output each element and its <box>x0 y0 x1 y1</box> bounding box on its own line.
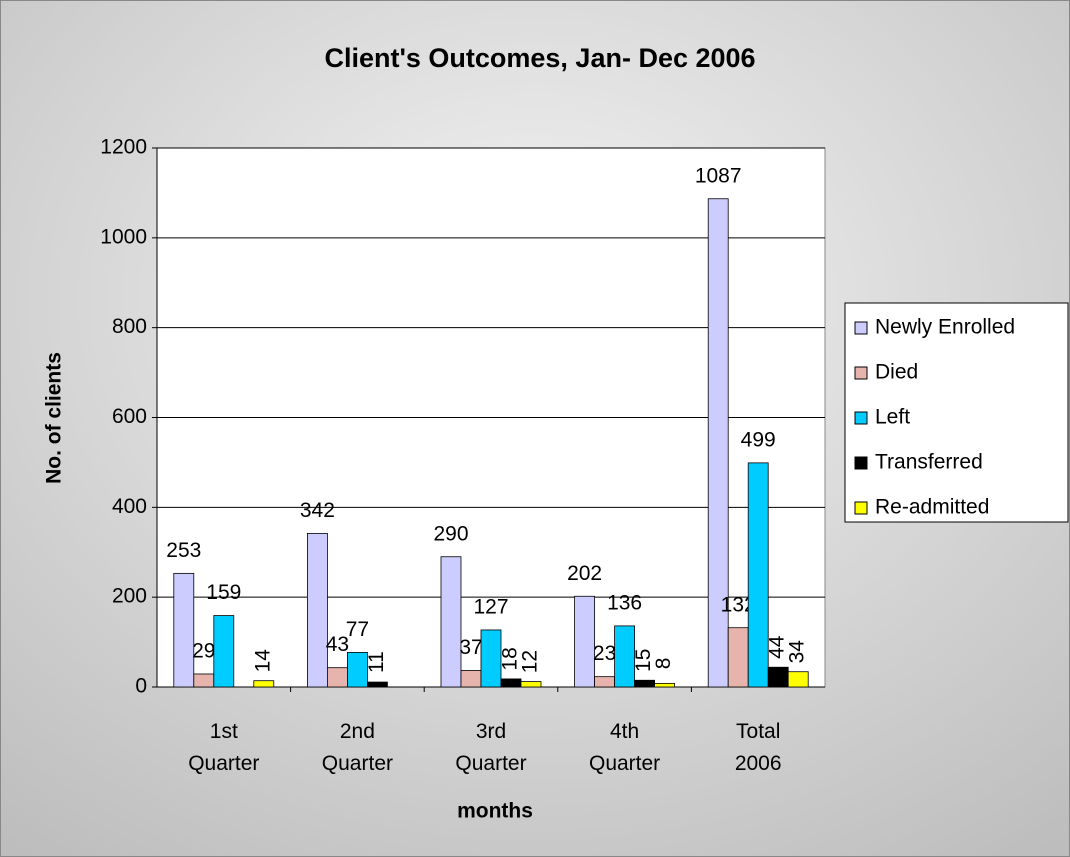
legend-box <box>844 302 1069 523</box>
y-tick-label: 600 <box>112 405 147 428</box>
bar <box>727 627 749 688</box>
y-tick-label: 1200 <box>100 136 147 159</box>
y-tick-label: 0 <box>135 675 147 698</box>
bar <box>440 556 462 688</box>
x-tick-label-line: 4th <box>610 720 639 743</box>
data-label: 342 <box>300 499 335 522</box>
data-label: 12 <box>519 650 542 673</box>
y-axis-label: No. of clients <box>43 352 66 484</box>
data-label: 18 <box>499 647 522 670</box>
x-tick-label-line: Quarter <box>188 752 259 775</box>
bar <box>366 681 388 688</box>
bar <box>787 671 809 688</box>
bar <box>747 462 769 688</box>
data-label: 136 <box>607 591 642 614</box>
data-label: 253 <box>166 539 201 562</box>
bar <box>634 679 655 688</box>
x-tick-label: 4th Quarter <box>589 720 660 775</box>
legend-label: Newly Enrolled <box>875 316 1015 339</box>
legend-swatch <box>854 366 868 380</box>
bar <box>480 629 502 688</box>
bar <box>306 532 328 688</box>
data-label: 290 <box>433 522 468 545</box>
bar <box>614 625 635 688</box>
x-tick-label-line: Quarter <box>589 752 660 775</box>
bar <box>346 652 368 688</box>
legend-swatch <box>854 411 868 425</box>
x-tick-label-line: 3rd <box>476 720 506 743</box>
legend-label: Left <box>875 406 910 429</box>
bar <box>326 667 348 688</box>
x-tick-label: 2nd Quarter <box>322 720 393 775</box>
bar <box>460 669 482 688</box>
legend-label: Transferred <box>875 451 983 474</box>
bar <box>654 683 675 688</box>
bar <box>574 595 595 688</box>
data-label: 23 <box>593 642 616 665</box>
y-tick-label: 400 <box>112 495 147 518</box>
x-tick-label-line: Quarter <box>322 752 393 775</box>
x-tick-label-line: 2006 <box>735 752 782 775</box>
data-label: 29 <box>192 640 215 663</box>
data-label: 1087 <box>695 164 742 187</box>
x-tick-label-line: 2nd <box>340 720 375 743</box>
data-label: 132 <box>721 593 756 616</box>
x-tick-label-line: 1st <box>210 720 238 743</box>
x-tick-label-line: Quarter <box>455 752 526 775</box>
bar <box>253 680 275 688</box>
bar <box>213 615 235 688</box>
chart-title: Client's Outcomes, Jan- Dec 2006 <box>324 43 755 73</box>
legend-swatch <box>854 456 868 470</box>
legend-swatch <box>854 501 868 515</box>
data-label: 8 <box>652 658 675 670</box>
bar <box>500 678 522 688</box>
data-label: 202 <box>567 562 602 585</box>
data-label: 15 <box>632 649 655 672</box>
legend-label: Died <box>875 361 918 384</box>
data-label: 127 <box>473 596 508 619</box>
y-tick-label: 800 <box>112 315 147 338</box>
x-tick-label: 1st Quarter <box>188 720 259 775</box>
data-label: 11 <box>365 651 388 673</box>
data-label: 14 <box>251 649 274 673</box>
x-tick-label-line: Total <box>736 720 780 743</box>
y-tick-label: 200 <box>112 585 147 608</box>
legend-label: Re-admitted <box>875 496 989 519</box>
x-axis-label: months <box>457 800 533 823</box>
bar <box>520 681 542 688</box>
data-label: 37 <box>459 636 482 659</box>
data-label: 499 <box>741 428 776 451</box>
y-tick-label: 1000 <box>100 225 147 248</box>
x-tick-label: 3rd Quarter <box>455 720 526 775</box>
data-label: 77 <box>346 618 369 641</box>
bar <box>193 673 215 688</box>
bar <box>767 666 789 688</box>
data-label: 44 <box>766 635 789 659</box>
data-label: 43 <box>326 633 349 656</box>
bar <box>173 572 195 688</box>
data-label: 34 <box>786 640 809 664</box>
data-label: 159 <box>206 581 241 604</box>
bar <box>707 198 729 688</box>
x-tick-label: Total 2006 <box>735 720 782 775</box>
legend-swatch <box>854 321 868 335</box>
bar <box>594 676 615 688</box>
